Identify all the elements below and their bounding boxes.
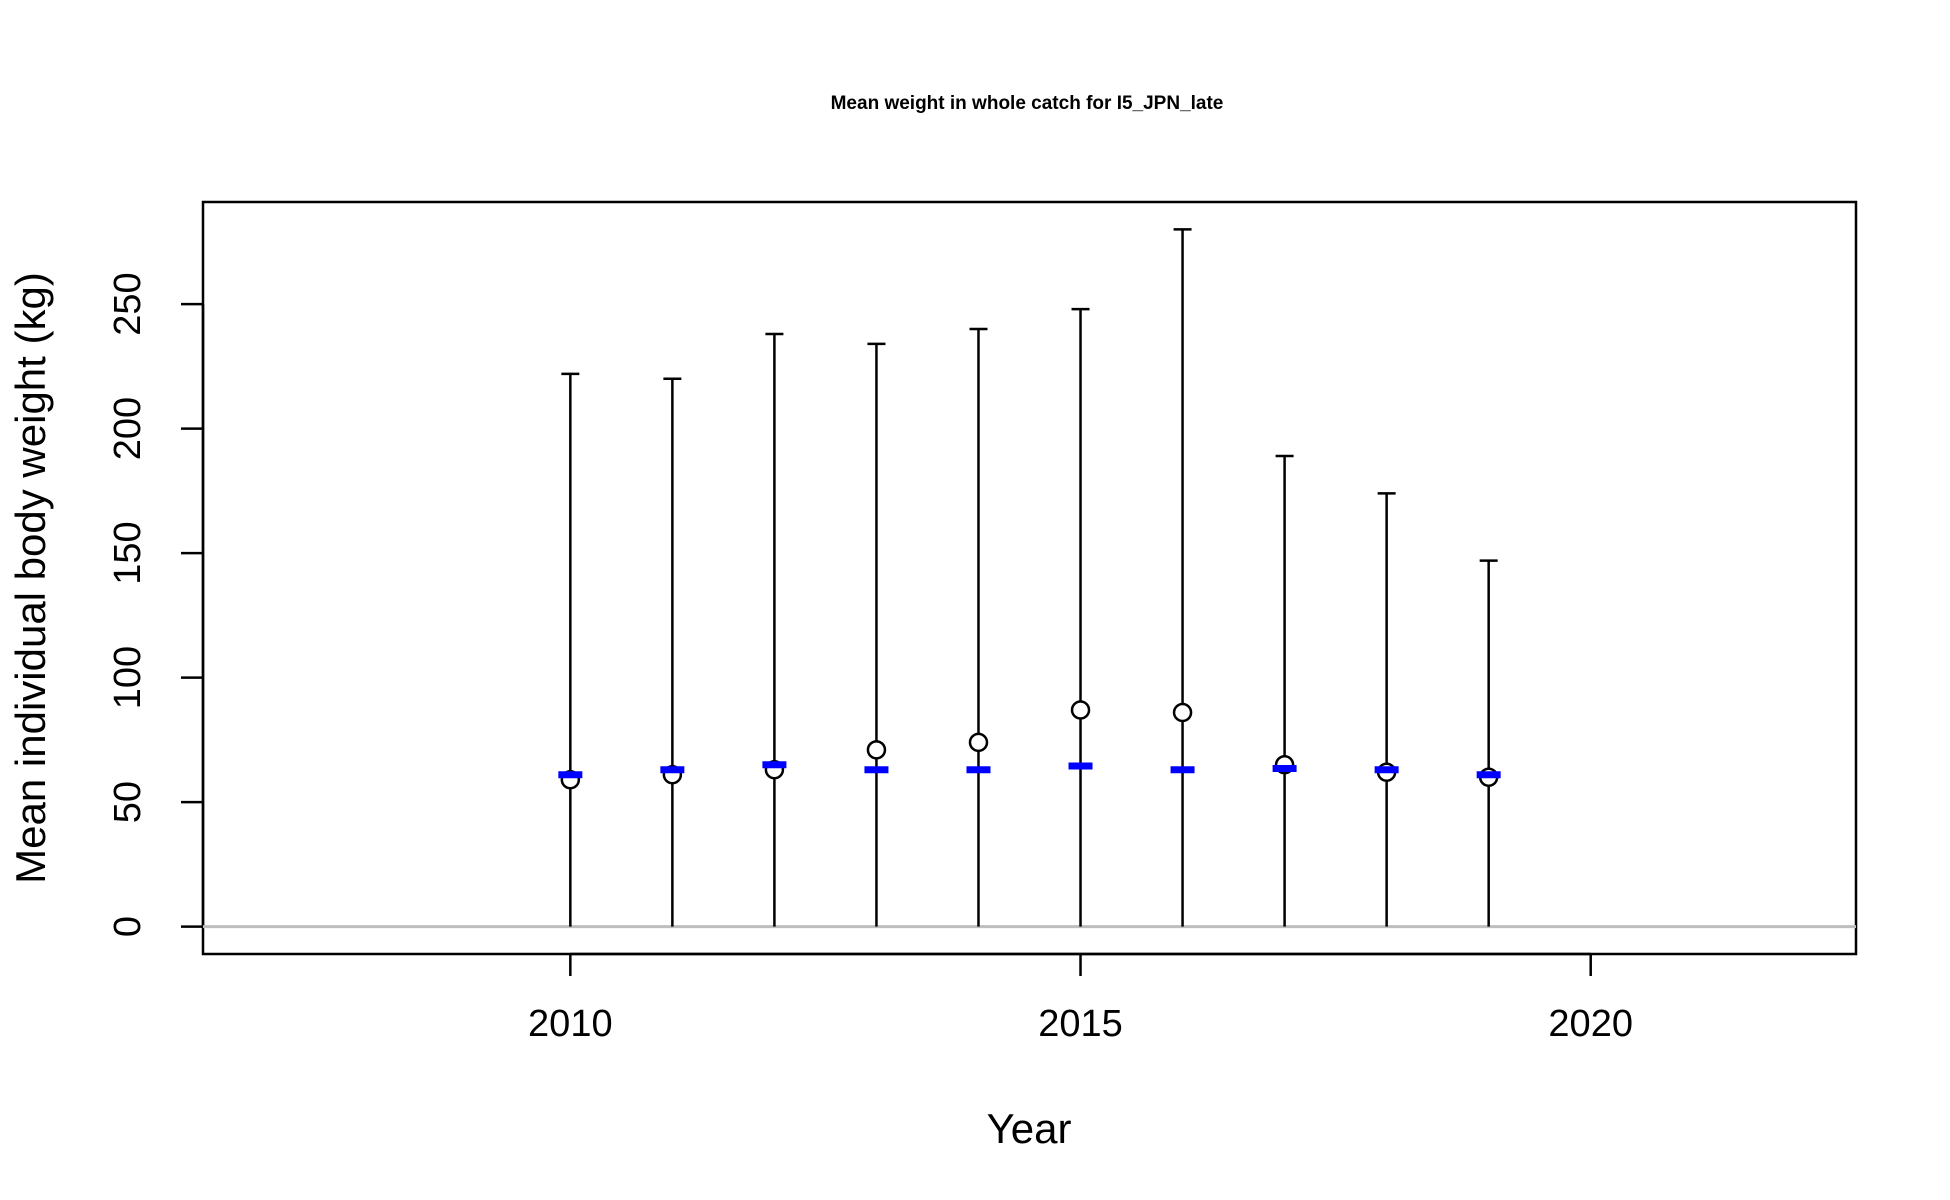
chart-title: Mean weight in whole catch for I5_JPN_la… [831, 93, 1224, 114]
x-tick-label: 2010 [528, 1003, 613, 1045]
observed-point [1070, 700, 1091, 720]
expected-marks [558, 761, 1501, 779]
x-tick-label: 2015 [1038, 1003, 1123, 1045]
y-tick-label: 100 [107, 646, 149, 709]
observed-point [968, 732, 989, 753]
x-axis-label: Year [987, 1105, 1072, 1152]
y-tick-label: 250 [107, 272, 149, 335]
y-tick-label: 200 [107, 397, 149, 460]
y-axis-label: Mean individual body weight (kg) [7, 272, 54, 884]
y-tick-label: 50 [107, 781, 149, 823]
y-tick-label: 150 [107, 521, 149, 584]
y-tick-label: 0 [107, 916, 149, 937]
plot-frame [201, 200, 1858, 956]
observed-point [866, 740, 887, 760]
observed-point [1172, 702, 1193, 723]
x-tick-label: 2020 [1548, 1003, 1633, 1045]
observed-points [560, 700, 1499, 790]
y-axis: 0 50 100 150 200 250 [107, 272, 205, 937]
interval-bars [561, 228, 1498, 927]
x-axis: 2010 2015 2020 [528, 952, 1633, 1045]
